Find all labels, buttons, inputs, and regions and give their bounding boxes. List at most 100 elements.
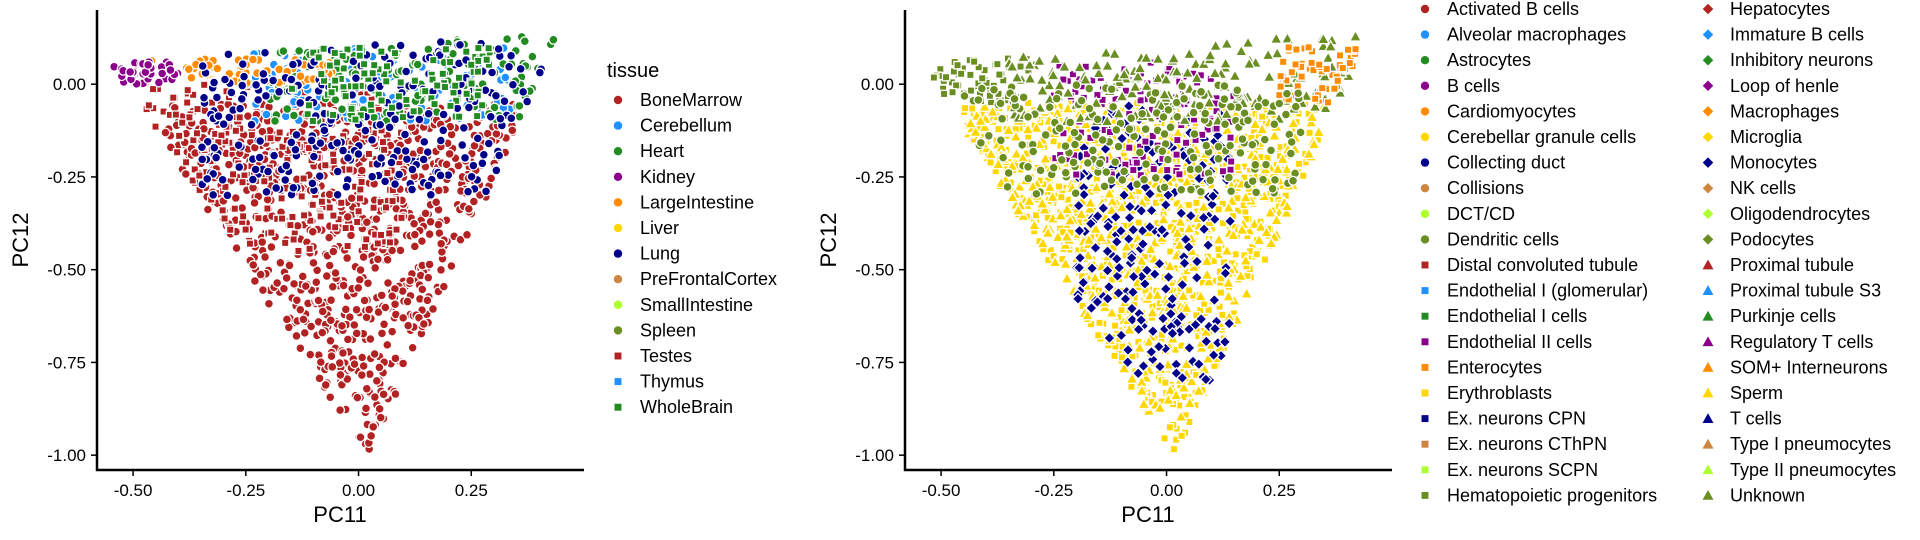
- y-tick-label: -1.00: [47, 446, 86, 465]
- data-point: [1247, 139, 1258, 150]
- data-point: [379, 145, 389, 155]
- data-point: [330, 94, 341, 105]
- data-point: [988, 84, 1000, 95]
- data-point: [462, 186, 474, 197]
- legend-label: Endothelial I (glomerular): [1447, 281, 1648, 301]
- data-point: [350, 73, 361, 84]
- data-point: [436, 246, 447, 257]
- legend-celltype: Activated B cells Alveolar macrophages Ast…: [1420, 0, 1896, 505]
- data-point: [364, 149, 374, 159]
- data-point: [1159, 182, 1170, 193]
- data-point: [385, 238, 395, 247]
- data-point: [956, 69, 966, 79]
- data-point: [231, 126, 241, 136]
- data-point: [416, 236, 427, 247]
- legend-label: Alveolar macrophages: [1447, 25, 1626, 45]
- data-point: [436, 238, 447, 249]
- data-point: [195, 171, 204, 180]
- data-point: [1022, 193, 1037, 207]
- data-point: [1089, 58, 1104, 71]
- data-point: [1213, 153, 1224, 164]
- data-point: [462, 89, 471, 99]
- legend-item: BoneMarrow: [613, 90, 743, 110]
- legend-item: Unknown: [1702, 485, 1805, 505]
- data-point: [376, 230, 386, 240]
- data-point: [1182, 46, 1197, 60]
- data-point: [444, 148, 455, 159]
- data-point: [336, 104, 348, 115]
- data-point: [266, 133, 275, 143]
- data-point: [1218, 56, 1233, 69]
- data-point: [1028, 146, 1039, 157]
- data-point: [514, 111, 525, 122]
- data-point: [1032, 53, 1047, 67]
- data-point: [260, 90, 271, 101]
- legend-key-diamond: [1702, 106, 1714, 117]
- data-point: [960, 103, 970, 113]
- data-point: [327, 281, 338, 292]
- data-point: [182, 98, 192, 107]
- data-point: [1044, 102, 1055, 113]
- x-tick-label: 0.25: [455, 481, 488, 500]
- legend-item: SOM+ Interneurons: [1702, 357, 1888, 377]
- data-point: [1305, 128, 1314, 138]
- data-point: [1068, 157, 1079, 168]
- data-point: [1016, 62, 1025, 71]
- data-point: [1108, 101, 1119, 112]
- data-point: [459, 152, 471, 163]
- data-point: [306, 321, 317, 332]
- legend-key-triangle: [1702, 387, 1714, 398]
- data-point: [1093, 90, 1102, 100]
- data-point: [1258, 174, 1269, 185]
- data-point: [254, 152, 265, 163]
- data-point: [1151, 51, 1165, 65]
- data-point: [316, 69, 326, 79]
- data-point: [295, 71, 306, 82]
- data-point: [246, 119, 257, 130]
- data-point: [220, 214, 229, 223]
- data-point: [1160, 378, 1170, 387]
- data-point: [1102, 186, 1117, 199]
- data-point: [1226, 157, 1236, 166]
- legend-item: Microglia: [1702, 127, 1803, 147]
- data-point: [327, 88, 336, 97]
- data-point: [1106, 175, 1117, 186]
- data-point: [409, 107, 418, 116]
- legend-item: Enterocytes: [1421, 357, 1542, 377]
- data-point: [365, 82, 377, 93]
- legend-tissue: tissue BoneMarrow Cerebellum Heart Kidney La…: [607, 60, 777, 417]
- data-point: [274, 86, 285, 97]
- data-point: [1262, 69, 1277, 82]
- data-point: [286, 220, 295, 230]
- data-point: [367, 171, 378, 182]
- legend-key-triangle: [1702, 464, 1714, 475]
- data-point: [125, 66, 136, 78]
- data-point: [294, 246, 303, 256]
- data-point: [1343, 45, 1353, 55]
- data-point: [351, 304, 362, 315]
- legend-item: Hematopoietic progenitors: [1421, 485, 1657, 505]
- legend-key-diamond: [1702, 157, 1714, 168]
- legend-key-triangle: [1702, 285, 1714, 295]
- panel-tissue: -0.50 -0.25 0.00 0.25 0.00 -0.25 -0.50 -0.75 -1.…: [8, 10, 777, 527]
- x-tick-label: -0.25: [1034, 481, 1073, 500]
- legend-label: Ex. neurons CPN: [1447, 409, 1586, 429]
- legend-key-triangle: [1702, 413, 1714, 423]
- data-point: [247, 130, 257, 140]
- data-point: [1232, 85, 1243, 96]
- data-point: [330, 48, 340, 58]
- data-point: [395, 40, 406, 51]
- data-point: [300, 281, 311, 292]
- data-point: [366, 100, 376, 110]
- data-point: [1213, 141, 1224, 152]
- data-point: [286, 137, 297, 148]
- data-point: [1127, 382, 1136, 392]
- data-point: [1220, 119, 1231, 130]
- data-point: [1056, 154, 1067, 165]
- data-point: [1163, 259, 1177, 272]
- data-point: [196, 142, 208, 153]
- data-point: [1265, 145, 1277, 156]
- data-point: [1175, 170, 1184, 179]
- data-point: [380, 176, 391, 187]
- legend-key-circle: [1420, 184, 1430, 193]
